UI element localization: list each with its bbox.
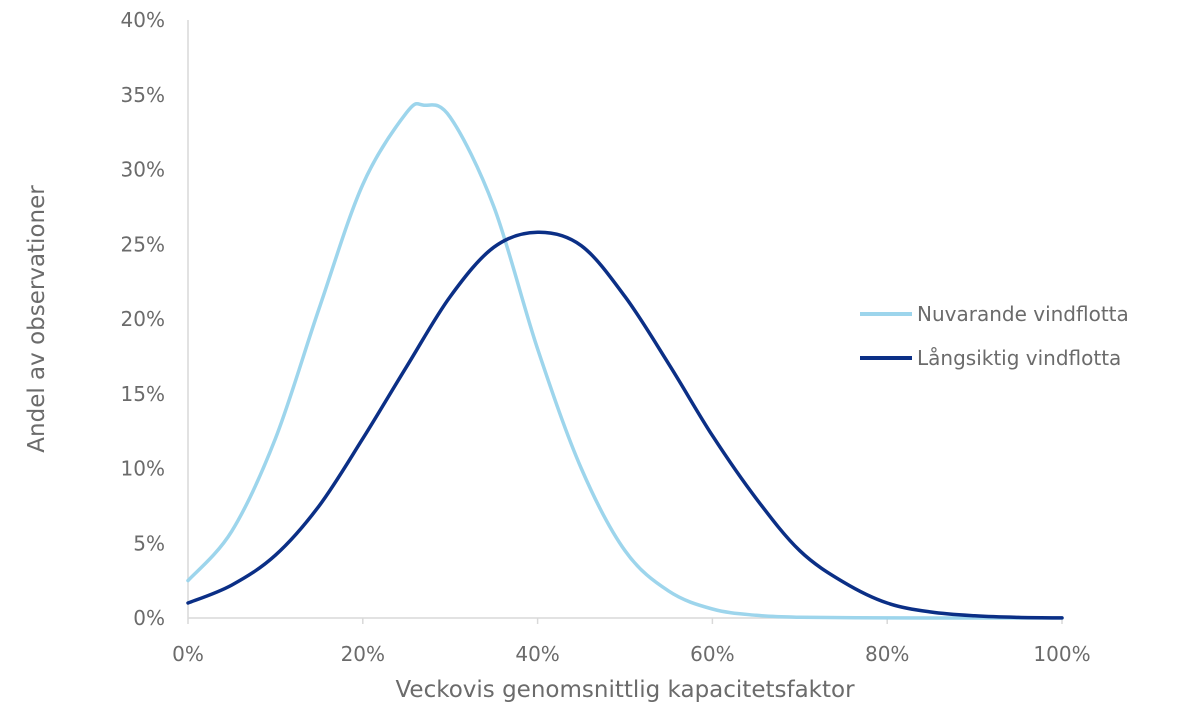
x-axis-ticks: 0% 20% 40% 60% 80% 100% xyxy=(172,618,1091,666)
x-tick-label: 80% xyxy=(865,642,909,666)
y-tick-label: 35% xyxy=(121,83,165,107)
y-tick-label: 20% xyxy=(121,307,165,331)
series-line-langsiktig xyxy=(186,230,1064,620)
y-axis-title: Andel av observationer xyxy=(24,185,50,453)
legend-label: Långsiktig vindflotta xyxy=(917,346,1121,370)
y-axis-ticks: 0% 5% 10% 15% 20% 25% 30% 35% 40% xyxy=(121,8,165,630)
y-tick-label: 15% xyxy=(121,382,165,406)
legend-item-nuvarande: Nuvarande vindflotta xyxy=(860,302,1129,326)
x-tick-label: 100% xyxy=(1033,642,1090,666)
x-tick-label: 20% xyxy=(341,642,385,666)
x-tick-label: 0% xyxy=(172,642,204,666)
y-tick-label: 30% xyxy=(121,158,165,182)
y-tick-label: 0% xyxy=(133,606,165,630)
y-tick-label: 25% xyxy=(121,232,165,256)
legend: Nuvarande vindflotta Långsiktig vindflott… xyxy=(860,302,1129,370)
y-tick-label: 5% xyxy=(133,531,165,555)
x-tick-label: 40% xyxy=(515,642,559,666)
series-lines xyxy=(186,101,1064,620)
y-tick-label: 10% xyxy=(121,457,165,481)
legend-label: Nuvarande vindflotta xyxy=(917,302,1129,326)
y-tick-label: 40% xyxy=(121,8,165,32)
legend-item-langsiktig: Långsiktig vindflotta xyxy=(860,346,1121,370)
x-axis-title: Veckovis genomsnittlig kapacitetsfaktor xyxy=(395,677,855,703)
series-line-nuvarande xyxy=(186,101,1064,620)
x-tick-label: 60% xyxy=(690,642,734,666)
